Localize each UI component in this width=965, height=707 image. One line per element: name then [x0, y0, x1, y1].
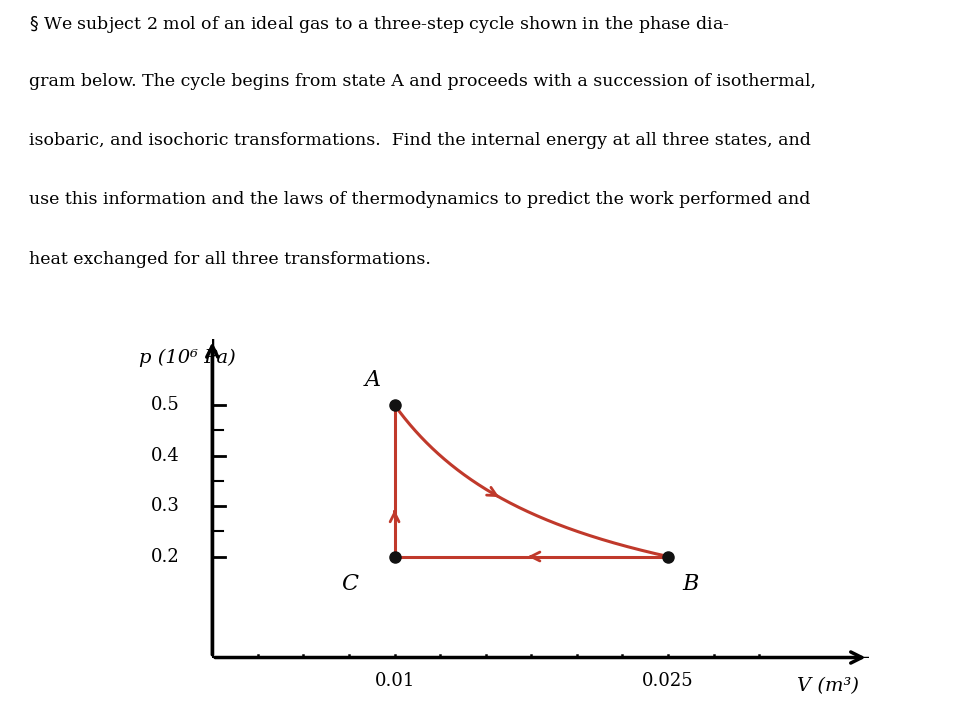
Text: $\S$ We subject 2 mol of an ideal gas to a three-step cycle shown in the phase d: $\S$ We subject 2 mol of an ideal gas to…: [29, 14, 730, 35]
Text: 0.01: 0.01: [374, 672, 415, 689]
Text: C: C: [341, 573, 358, 595]
Text: 0.3: 0.3: [151, 497, 179, 515]
Text: 0.2: 0.2: [151, 547, 179, 566]
Text: B: B: [682, 573, 699, 595]
Text: isobaric, and isochoric transformations.  Find the internal energy at all three : isobaric, and isochoric transformations.…: [29, 132, 811, 149]
Text: V (m³): V (m³): [797, 677, 859, 695]
Text: 0.025: 0.025: [642, 672, 694, 689]
Text: A: A: [365, 369, 381, 391]
Text: p (10⁶ Pa): p (10⁶ Pa): [139, 349, 236, 367]
Text: 0.4: 0.4: [151, 447, 179, 464]
Text: use this information and the laws of thermodynamics to predict the work performe: use this information and the laws of the…: [29, 192, 811, 209]
Text: heat exchanged for all three transformations.: heat exchanged for all three transformat…: [29, 250, 430, 267]
Text: gram below. The cycle begins from state A and proceeds with a succession of isot: gram below. The cycle begins from state …: [29, 74, 816, 90]
Text: 0.5: 0.5: [151, 396, 179, 414]
